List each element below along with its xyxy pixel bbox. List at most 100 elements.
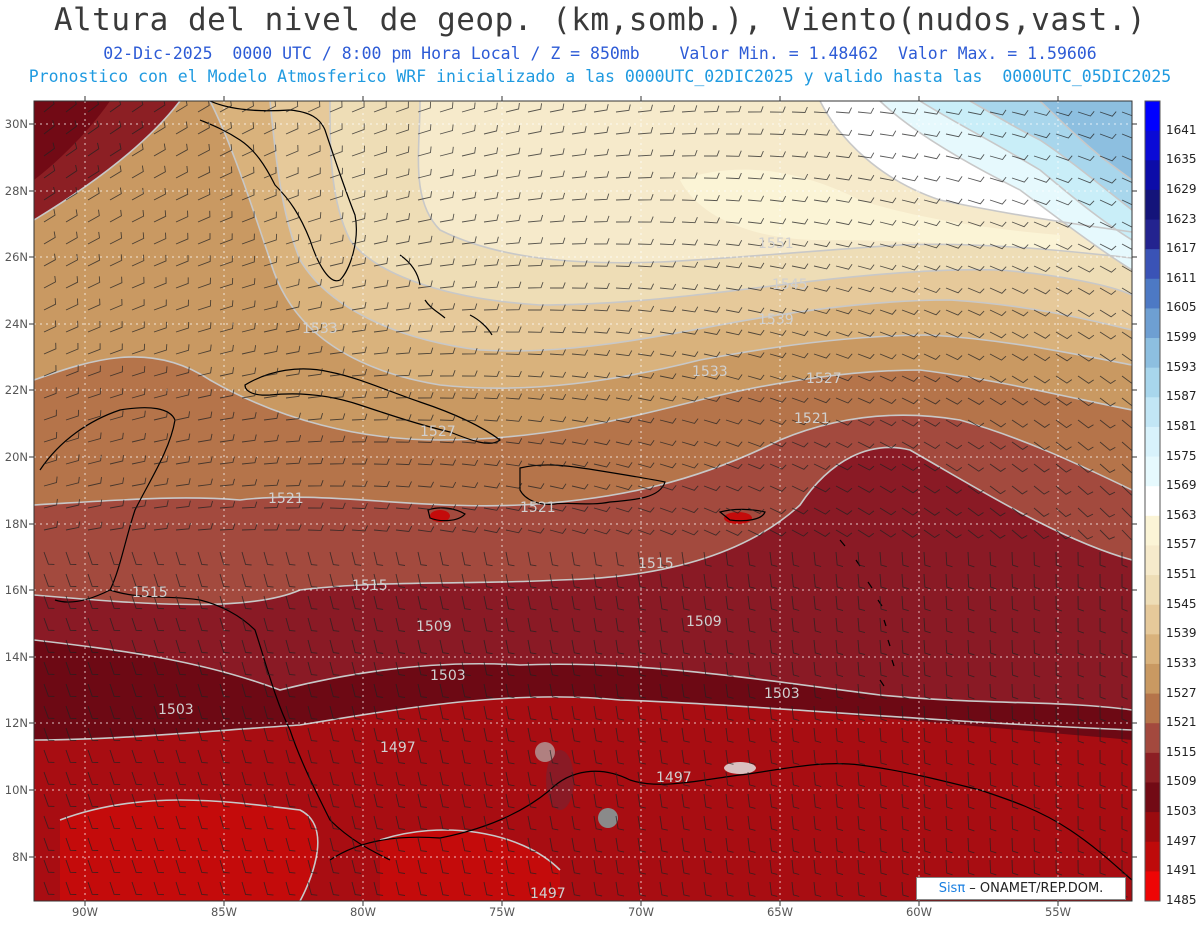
colorbar-swatch [1145,812,1160,843]
map-field [34,101,1132,901]
colorbar-swatch [1145,189,1160,221]
colorbar-label: 1557 [1166,537,1197,552]
lat-label: 28N [4,184,28,198]
colorbar-swatch [1145,338,1160,369]
colorbar-label: 1539 [1166,626,1197,641]
band-1527 [34,101,1132,440]
contour-label: 1503 [430,668,466,684]
colorbar-label: 1635 [1166,152,1197,167]
band-1587 [1040,101,1132,180]
lat-label: 24N [4,317,28,331]
contour-label: 1515 [352,578,388,594]
credit-box: Sisπ – ONAMET/REP.DOM. [916,877,1126,900]
colorbar-label: 1593 [1166,359,1197,374]
band-1545 [330,101,1132,305]
colorbar-label: 1545 [1166,596,1197,611]
colorbar-swatch [1145,575,1160,606]
colorbar-swatch [1145,515,1160,546]
colorbar-label: 1521 [1166,715,1197,730]
colorbar-label: 1629 [1166,181,1197,196]
colorbar-swatch [1145,871,1160,902]
colorbar-swatch [1145,634,1160,665]
colorbar-label: 1617 [1166,241,1197,256]
colorbar-swatch [1145,160,1160,191]
contour-label: 1509 [416,619,452,635]
colorbar-swatch [1145,545,1160,576]
contour-label: 1527 [420,424,456,440]
colorbar-frame [1144,100,1161,902]
contour-lines [34,101,1132,901]
lat-label: 20N [4,450,28,464]
lat-label: 10N [4,783,28,797]
map-title: Altura del nivel de geop. (km,somb.), Vi… [53,2,1147,38]
colorbar-swatch [1145,693,1160,724]
colorbar-swatch [1145,604,1160,635]
contour-label-layer: 1551 1545 1539 1533 1533 1527 1521 1527 … [132,236,842,902]
colorbar-swatch [1145,486,1160,517]
colorbar-swatch [1145,723,1160,754]
colorbar-swatch [1145,841,1160,872]
colorbar-label: 1623 [1166,211,1197,226]
lat-label: 12N [4,716,28,730]
colorbar-swatch [1145,101,1160,132]
lon-label: 80W [349,905,376,919]
lat-lon-grid [34,101,1132,901]
colorbar-label: 1533 [1166,655,1197,670]
lon-label: 55W [1044,905,1071,919]
colorbar-swatch [1145,130,1160,161]
colorbar-label: 1587 [1166,389,1197,404]
colorbar-swatch [1145,782,1160,813]
lon-label: 65W [766,905,793,919]
lat-label: 26N [4,250,28,264]
colorbar-label: 1575 [1166,448,1197,463]
contour-label: 1503 [158,702,194,718]
band-1491 [60,800,318,901]
colorbar-label: 1503 [1166,804,1197,819]
band-1509 [34,447,1132,710]
band-1515 [34,415,1132,605]
lat-label: 22N [4,383,28,397]
colorbar-swatch [1145,308,1160,339]
colorbar-swatch [1145,426,1160,458]
colorbar-swatch [1145,249,1160,280]
contour-label: 1503 [764,686,800,702]
map-subtitle-model: Pronostico con el Modelo Atmosferico WRF… [28,67,1172,86]
wind-barbs [43,101,1132,898]
colorbar-label: 1599 [1166,330,1197,345]
colorbar-label: 1491 [1166,863,1197,878]
contour-label: 1533 [692,364,728,380]
lon-label: 90W [71,905,98,919]
colorbar [1145,101,1160,902]
brand-logo-text: Sisπ [938,881,966,896]
colorbar-label: 1569 [1166,478,1197,493]
colorbar-label: 1509 [1166,774,1197,789]
colorbar-label: 1605 [1166,300,1197,315]
colorbar-label: 1485 [1166,893,1197,907]
contour-label: 1527 [806,371,842,387]
colorbar-label: 1581 [1166,418,1197,433]
lat-label: 30N [4,117,28,131]
colorbar-swatch [1145,278,1160,309]
contour-label: 1545 [772,277,808,293]
colorbar-swatch [1145,367,1160,398]
colorbar-label: 1497 [1166,833,1197,848]
colorbar-swatch [1145,663,1160,695]
colorbar-label: 1611 [1166,270,1197,285]
colorbar-label: 1515 [1166,744,1197,759]
colorbar-label: 1563 [1166,507,1197,522]
contour-label: 1521 [520,500,556,516]
contour-label: 1515 [132,585,168,601]
colorbar-label: 1551 [1166,567,1197,582]
contour-label: 1497 [380,740,416,756]
contour-label: 1551 [758,236,794,252]
contour-label: 1521 [268,491,304,507]
map-frame [33,100,1133,902]
lat-label: 8N [12,850,28,864]
lat-label: 18N [4,517,28,531]
credit-text: – ONAMET/REP.DOM. [965,881,1104,896]
lat-label: 16N [4,583,28,597]
colorbar-label: 1641 [1166,122,1197,137]
colorbar-swatch [1145,752,1160,783]
band-1533 [210,101,1132,389]
